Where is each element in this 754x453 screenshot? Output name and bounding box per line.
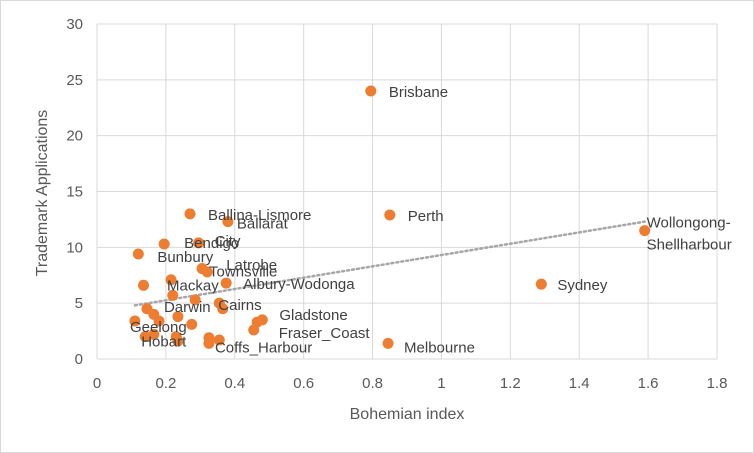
data-point xyxy=(201,266,213,278)
data-label: Melbourne xyxy=(404,339,475,356)
data-label: Fraser_Coast xyxy=(279,325,371,342)
data-point xyxy=(213,334,225,346)
data-point xyxy=(203,337,215,349)
y-tick-label: 20 xyxy=(66,128,83,145)
x-tick-label: 0.2 xyxy=(155,375,176,392)
data-point xyxy=(165,274,177,286)
x-tick-label: 1.6 xyxy=(638,375,659,392)
x-tick-label: 0.6 xyxy=(293,375,314,392)
x-tick-label: 1 xyxy=(437,375,445,392)
data-point xyxy=(365,85,377,97)
data-label: Perth xyxy=(408,208,444,225)
y-tick-label: 15 xyxy=(66,184,83,201)
data-label: Townsville xyxy=(209,264,277,281)
data-label: Hobart xyxy=(141,334,187,351)
data-label: Bendigo xyxy=(184,235,239,252)
data-point xyxy=(141,303,153,315)
data-point xyxy=(639,225,651,237)
x-tick-label: 0 xyxy=(93,375,101,392)
x-axis-title: Bohemian index xyxy=(350,406,465,423)
y-axis-title: Trademark Applications xyxy=(34,110,51,277)
data-point xyxy=(189,294,201,306)
y-tick-label: 25 xyxy=(66,72,83,89)
data-point xyxy=(172,311,184,323)
data-point xyxy=(138,279,149,291)
data-point xyxy=(172,335,184,347)
data-label: Cairns xyxy=(218,297,261,314)
data-point xyxy=(139,331,151,343)
x-tick-label: 1.2 xyxy=(500,375,521,392)
y-tick-label: 30 xyxy=(66,16,83,33)
data-label: Gladstone xyxy=(279,307,347,324)
data-label: Coffs_Harbour xyxy=(215,339,312,356)
data-point xyxy=(184,208,196,220)
data-point xyxy=(213,297,225,309)
y-tick-label: 5 xyxy=(75,295,83,312)
data-point xyxy=(132,248,144,260)
x-tick-label: 1.4 xyxy=(569,375,590,392)
data-points xyxy=(129,85,651,349)
data-label: Wollongong-Shellharbour xyxy=(647,215,732,254)
tick-labels: 0 0.2 0.4 0.6 0.8 1 1.2 1.4 1.6 1.8 0 5 10 15 20 25 30 xyxy=(66,16,727,392)
data-point xyxy=(148,328,160,340)
data-point xyxy=(193,237,205,249)
trendline-group xyxy=(133,220,646,307)
data-label: Latrobe xyxy=(226,257,277,274)
gridlines xyxy=(96,23,718,360)
data-label: Sydney xyxy=(557,277,608,294)
data-label: Mackay xyxy=(167,278,219,295)
data-point xyxy=(186,318,198,330)
data-point xyxy=(382,337,394,349)
data-label: Brisbane xyxy=(389,84,448,101)
data-point xyxy=(129,315,141,327)
trendline xyxy=(133,220,646,307)
data-label: Albury-Wodonga xyxy=(243,276,355,293)
data-point xyxy=(384,209,396,221)
y-tick-label: 0 xyxy=(75,351,83,368)
data-point xyxy=(248,324,260,336)
data-point xyxy=(158,238,170,250)
data-point xyxy=(222,216,234,228)
data-label: Darwin xyxy=(164,299,211,316)
x-tick-label: 1.8 xyxy=(707,375,728,392)
data-label: Ballarat xyxy=(237,216,289,233)
data-point xyxy=(153,315,165,327)
data-label: City xyxy=(215,233,241,250)
data-point xyxy=(535,278,547,290)
x-tick-label: 0.8 xyxy=(362,375,383,392)
data-label: Ballina-Lismore xyxy=(208,207,311,224)
data-point xyxy=(256,314,268,326)
data-label: Bunbury xyxy=(157,249,213,266)
y-tick-label: 10 xyxy=(66,239,83,256)
x-tick-label: 0.4 xyxy=(224,375,245,392)
data-label: Geelong xyxy=(130,319,187,336)
data-point xyxy=(220,277,232,289)
data-point xyxy=(167,289,179,301)
